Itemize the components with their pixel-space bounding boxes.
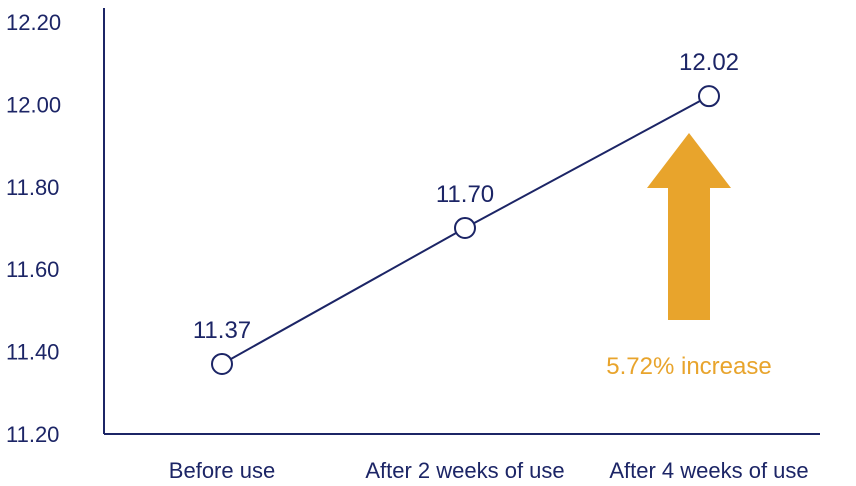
y-tick-labels: 11.20 11.40 11.60 11.80 12.00 12.20 (6, 10, 61, 447)
annotation-text: 5.72% increase (606, 353, 771, 380)
data-point (211, 352, 233, 375)
data-point (698, 85, 720, 108)
data-label: 11.37 (193, 317, 251, 344)
series: 11.37 11.70 12.02 (193, 49, 739, 375)
x-category-labels: Before use After 2 weeks of use After 4 we… (169, 458, 809, 483)
data-label: 11.70 (436, 181, 494, 208)
x-category-label: After 4 weeks of use (609, 458, 808, 483)
data-point (454, 217, 476, 239)
y-tick-label: 11.20 (6, 422, 59, 447)
data-label: 12.02 (679, 49, 739, 76)
increase-annotation: 5.72% increase (606, 133, 772, 380)
y-tick-label: 11.80 (6, 175, 59, 200)
axes (103, 8, 820, 435)
x-category-label: After 2 weeks of use (365, 458, 564, 483)
y-tick-label: 11.60 (6, 257, 59, 282)
up-arrow-icon (647, 133, 731, 320)
y-tick-label: 11.40 (6, 340, 59, 365)
x-category-label: Before use (169, 458, 275, 483)
y-tick-label: 12.00 (6, 92, 61, 117)
y-tick-label: 12.20 (6, 10, 61, 35)
